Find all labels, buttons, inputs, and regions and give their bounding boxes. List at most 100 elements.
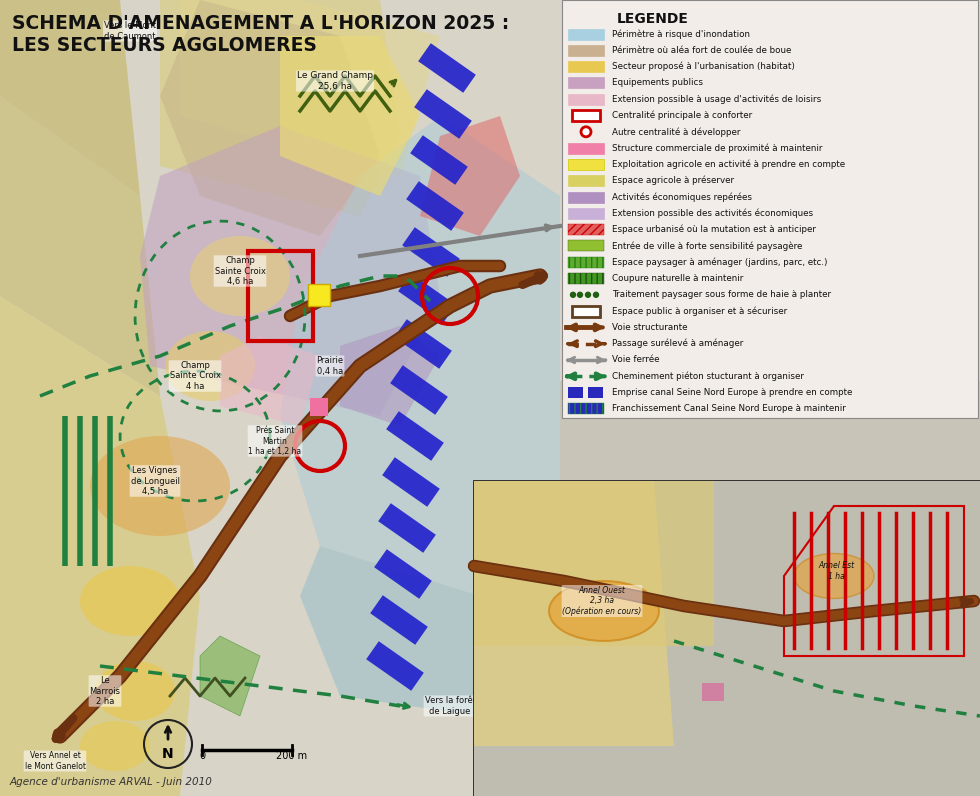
Polygon shape (394, 319, 452, 369)
Polygon shape (411, 135, 467, 185)
Bar (568, 45, 604, 56)
Text: Passage surélevé à aménager: Passage surélevé à aménager (612, 339, 744, 349)
Polygon shape (300, 516, 560, 716)
Text: Exploitation agricole en activité à prendre en compte: Exploitation agricole en activité à pren… (612, 160, 845, 169)
Text: Extension possible des activités économiques: Extension possible des activités économi… (612, 209, 813, 218)
Text: Périmètre où aléa fort de coulée de boue: Périmètre où aléa fort de coulée de boue (612, 46, 792, 55)
Ellipse shape (794, 553, 874, 599)
Polygon shape (367, 642, 423, 691)
Text: Vers la forêt
de Laigue: Vers la forêt de Laigue (424, 696, 475, 716)
Circle shape (594, 292, 599, 297)
Text: Traitement paysager sous forme de haie à planter: Traitement paysager sous forme de haie à… (612, 291, 831, 299)
Text: Activités économiques repérées: Activités économiques repérées (612, 193, 752, 201)
Text: Prés Saint
Martin
1 ha et 1,2 ha: Prés Saint Martin 1 ha et 1,2 ha (249, 426, 302, 456)
Polygon shape (160, 0, 400, 216)
Polygon shape (140, 126, 440, 416)
Polygon shape (398, 273, 456, 323)
Polygon shape (418, 43, 476, 93)
Text: Secteur proposé à l'urbanisation (habitat): Secteur proposé à l'urbanisation (habita… (612, 62, 795, 72)
Text: Espace urbanisé où la mutation est à anticiper: Espace urbanisé où la mutation est à ant… (612, 224, 816, 234)
Text: Structure commerciale de proximité à maintenir: Structure commerciale de proximité à mai… (612, 143, 822, 153)
Bar (568, 273, 604, 284)
Text: Agence d'urbanisme ARVAL - Juin 2010: Agence d'urbanisme ARVAL - Juin 2010 (10, 777, 213, 787)
Ellipse shape (95, 661, 175, 721)
Text: SCHEMA D'AMENAGEMENT A L'HORIZON 2025 :: SCHEMA D'AMENAGEMENT A L'HORIZON 2025 : (12, 14, 510, 33)
Polygon shape (0, 0, 140, 196)
Text: Autre centralité à développer: Autre centralité à développer (612, 127, 741, 137)
Bar (572, 110, 600, 121)
Text: Le
Marrois
2 ha: Le Marrois 2 ha (89, 676, 121, 706)
Polygon shape (390, 365, 448, 415)
Bar (568, 256, 604, 267)
Bar (568, 240, 604, 252)
Bar (588, 387, 603, 398)
Bar (568, 77, 604, 88)
Bar (568, 142, 604, 154)
Text: Voie ferrée: Voie ferrée (612, 356, 660, 365)
Text: Vers Annel et
le Mont Ganelot: Vers Annel et le Mont Ganelot (24, 751, 85, 771)
Polygon shape (280, 36, 420, 196)
Bar (248, 251, 313, 341)
Polygon shape (374, 549, 432, 599)
Text: Extension possible à usage d'activités de loisirs: Extension possible à usage d'activités d… (612, 95, 821, 104)
Text: Espace public à organiser et à sécuriser: Espace public à organiser et à sécuriser (612, 306, 787, 316)
Circle shape (581, 127, 591, 137)
Text: Champ
Sainte Croix
4,6 ha: Champ Sainte Croix 4,6 ha (215, 256, 266, 286)
Polygon shape (415, 89, 471, 139)
Text: LEGENDE: LEGENDE (617, 12, 689, 26)
Polygon shape (406, 181, 464, 231)
Text: Les Vignes
de Longueil
4,5 ha: Les Vignes de Longueil 4,5 ha (130, 466, 179, 496)
Text: 0: 0 (199, 751, 205, 761)
Text: Annel Est
1 ha: Annel Est 1 ha (818, 561, 854, 581)
Polygon shape (220, 336, 320, 426)
Text: Champ
Sainte Croix
4 ha: Champ Sainte Croix 4 ha (170, 361, 220, 391)
Text: Coupure naturelle à maintenir: Coupure naturelle à maintenir (612, 274, 744, 283)
Bar (560, 0, 980, 381)
Circle shape (577, 292, 582, 297)
Text: Prairie
0,4 ha: Prairie 0,4 ha (317, 357, 344, 376)
Ellipse shape (90, 436, 230, 536)
Bar (568, 159, 604, 170)
Text: Equipements publics: Equipements publics (612, 78, 703, 88)
Polygon shape (370, 595, 428, 645)
Circle shape (570, 292, 575, 297)
Bar (560, 0, 980, 796)
Bar (0, 0, 560, 796)
Bar (568, 61, 604, 72)
Text: LES SECTEURS AGGLOMERES: LES SECTEURS AGGLOMERES (12, 36, 317, 55)
Text: Cheminement piéton stucturant à organiser: Cheminement piéton stucturant à organise… (612, 372, 804, 381)
Text: Centralité principale à conforter: Centralité principale à conforter (612, 111, 753, 120)
Polygon shape (180, 0, 440, 176)
Bar (568, 387, 583, 398)
Polygon shape (386, 412, 444, 461)
Bar (568, 29, 604, 40)
Polygon shape (420, 116, 520, 236)
Text: Voie structurante: Voie structurante (612, 323, 688, 332)
Text: Entrée de ville à forte sensibilité paysagère: Entrée de ville à forte sensibilité pays… (612, 241, 803, 251)
Bar (474, 481, 980, 796)
Ellipse shape (190, 236, 290, 316)
Polygon shape (382, 457, 440, 507)
Text: Périmètre à risque d'inondation: Périmètre à risque d'inondation (612, 29, 750, 39)
Bar (562, 0, 978, 418)
Bar (310, 398, 328, 416)
Bar (568, 404, 604, 415)
Bar (568, 94, 604, 105)
Text: Franchissement Canal Seine Nord Europe à maintenir: Franchissement Canal Seine Nord Europe à… (612, 404, 846, 413)
Bar (568, 192, 604, 202)
Bar (568, 175, 604, 186)
Polygon shape (474, 481, 674, 746)
Text: Le Grand Champ
25,6 ha: Le Grand Champ 25,6 ha (297, 72, 373, 91)
Text: Emprise canal Seine Nord Europe à prendre en compte: Emprise canal Seine Nord Europe à prendr… (612, 388, 853, 397)
Text: Espace paysager à aménager (jardins, parc, etc.): Espace paysager à aménager (jardins, par… (612, 257, 827, 267)
Polygon shape (160, 0, 380, 236)
Circle shape (585, 292, 591, 297)
Ellipse shape (165, 331, 255, 401)
Polygon shape (200, 636, 260, 716)
Polygon shape (280, 116, 560, 596)
Text: N: N (162, 747, 173, 761)
Polygon shape (474, 481, 714, 646)
Ellipse shape (80, 721, 150, 771)
Polygon shape (340, 326, 440, 426)
Text: Vers le Mont
de Caumont: Vers le Mont de Caumont (104, 21, 156, 41)
